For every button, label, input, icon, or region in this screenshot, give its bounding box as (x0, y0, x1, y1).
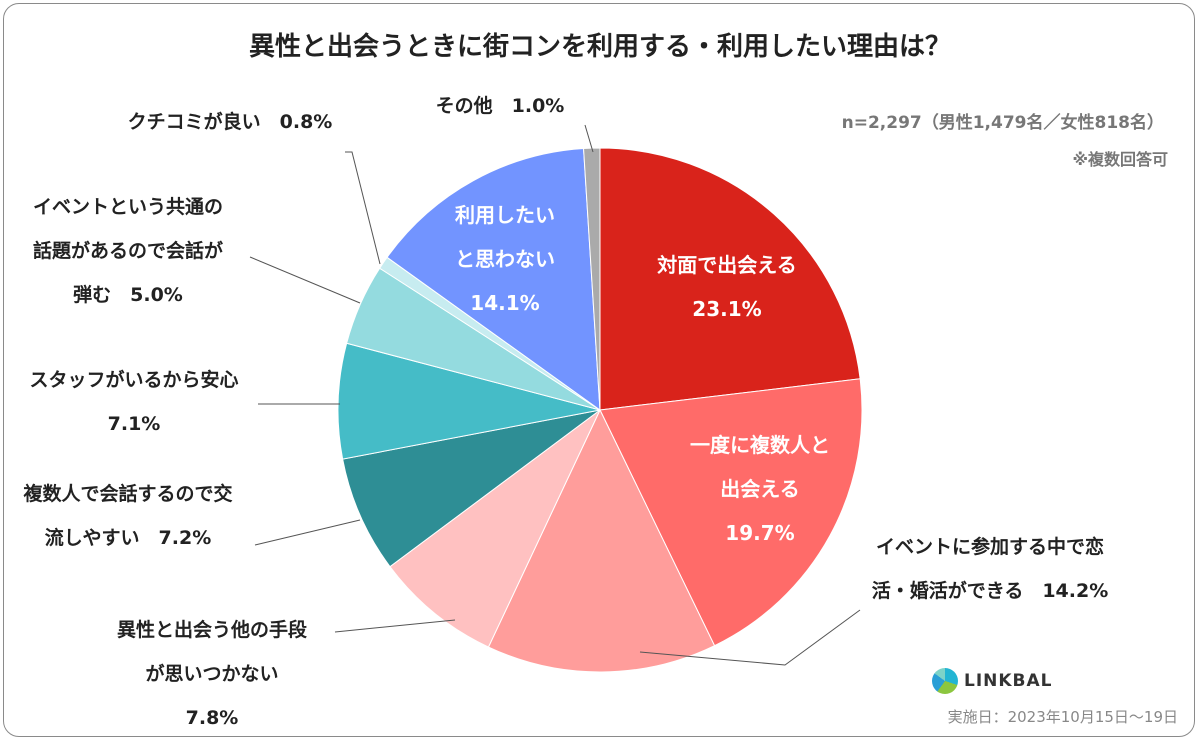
slice-label-10: その他 1.0% (436, 94, 565, 117)
pie-slice-5 (342, 409, 601, 568)
linkbal-logo-icon (932, 668, 958, 694)
leader-line-7 (249, 256, 361, 304)
leader-line-8 (345, 151, 381, 265)
pie-slice-9 (386, 147, 601, 412)
pie-slice-1 (599, 147, 861, 411)
slice-label-9: 利用したいと思わない 14.1% (455, 203, 555, 315)
brand-logo: LINKBAL (932, 668, 1053, 694)
slice-label-5: 複数人で会話するので交流しやすい 7.2% (22, 482, 232, 549)
pie-slice-4 (389, 409, 601, 648)
chart-title: 異性と出会うときに街コンを利用する・利用したい理由は？ (248, 32, 951, 62)
pie-slice-3 (487, 408, 716, 673)
leader-line-10 (584, 124, 594, 153)
slice-label-4: 異性と出会う他の手段が思いつかない 7.8% (117, 618, 308, 729)
leader-line-3 (639, 609, 861, 666)
slice-label-7: イベントという共通の話題があるので会話が弾む 5.0% (33, 196, 223, 306)
survey-date-note: 実施日：2023年10月15日～19日 (947, 708, 1178, 726)
slice-label-1: 対面で出会える 23.1% (656, 253, 796, 321)
leader-line-5 (254, 519, 361, 546)
sample-size-note: n=2,297（男性1,479名／女性818名） (841, 113, 1164, 133)
slice-label-2: 一度に複数人と出会える 19.7% (690, 433, 830, 545)
slice-label-8: クチコミが良い 0.8% (128, 110, 333, 133)
slice-label-3: イベントに参加する中で恋活・婚活ができる 14.2% (872, 535, 1109, 602)
slice-label-6: スタッフがいるから安心 7.1% (29, 368, 238, 435)
brand-name: LINKBAL (964, 671, 1053, 691)
pie-slice-2 (599, 378, 863, 647)
multiple-answer-note: ※複数回答可 (1072, 150, 1168, 169)
leader-line-4 (334, 619, 456, 633)
pie-slice-6 (337, 342, 601, 460)
